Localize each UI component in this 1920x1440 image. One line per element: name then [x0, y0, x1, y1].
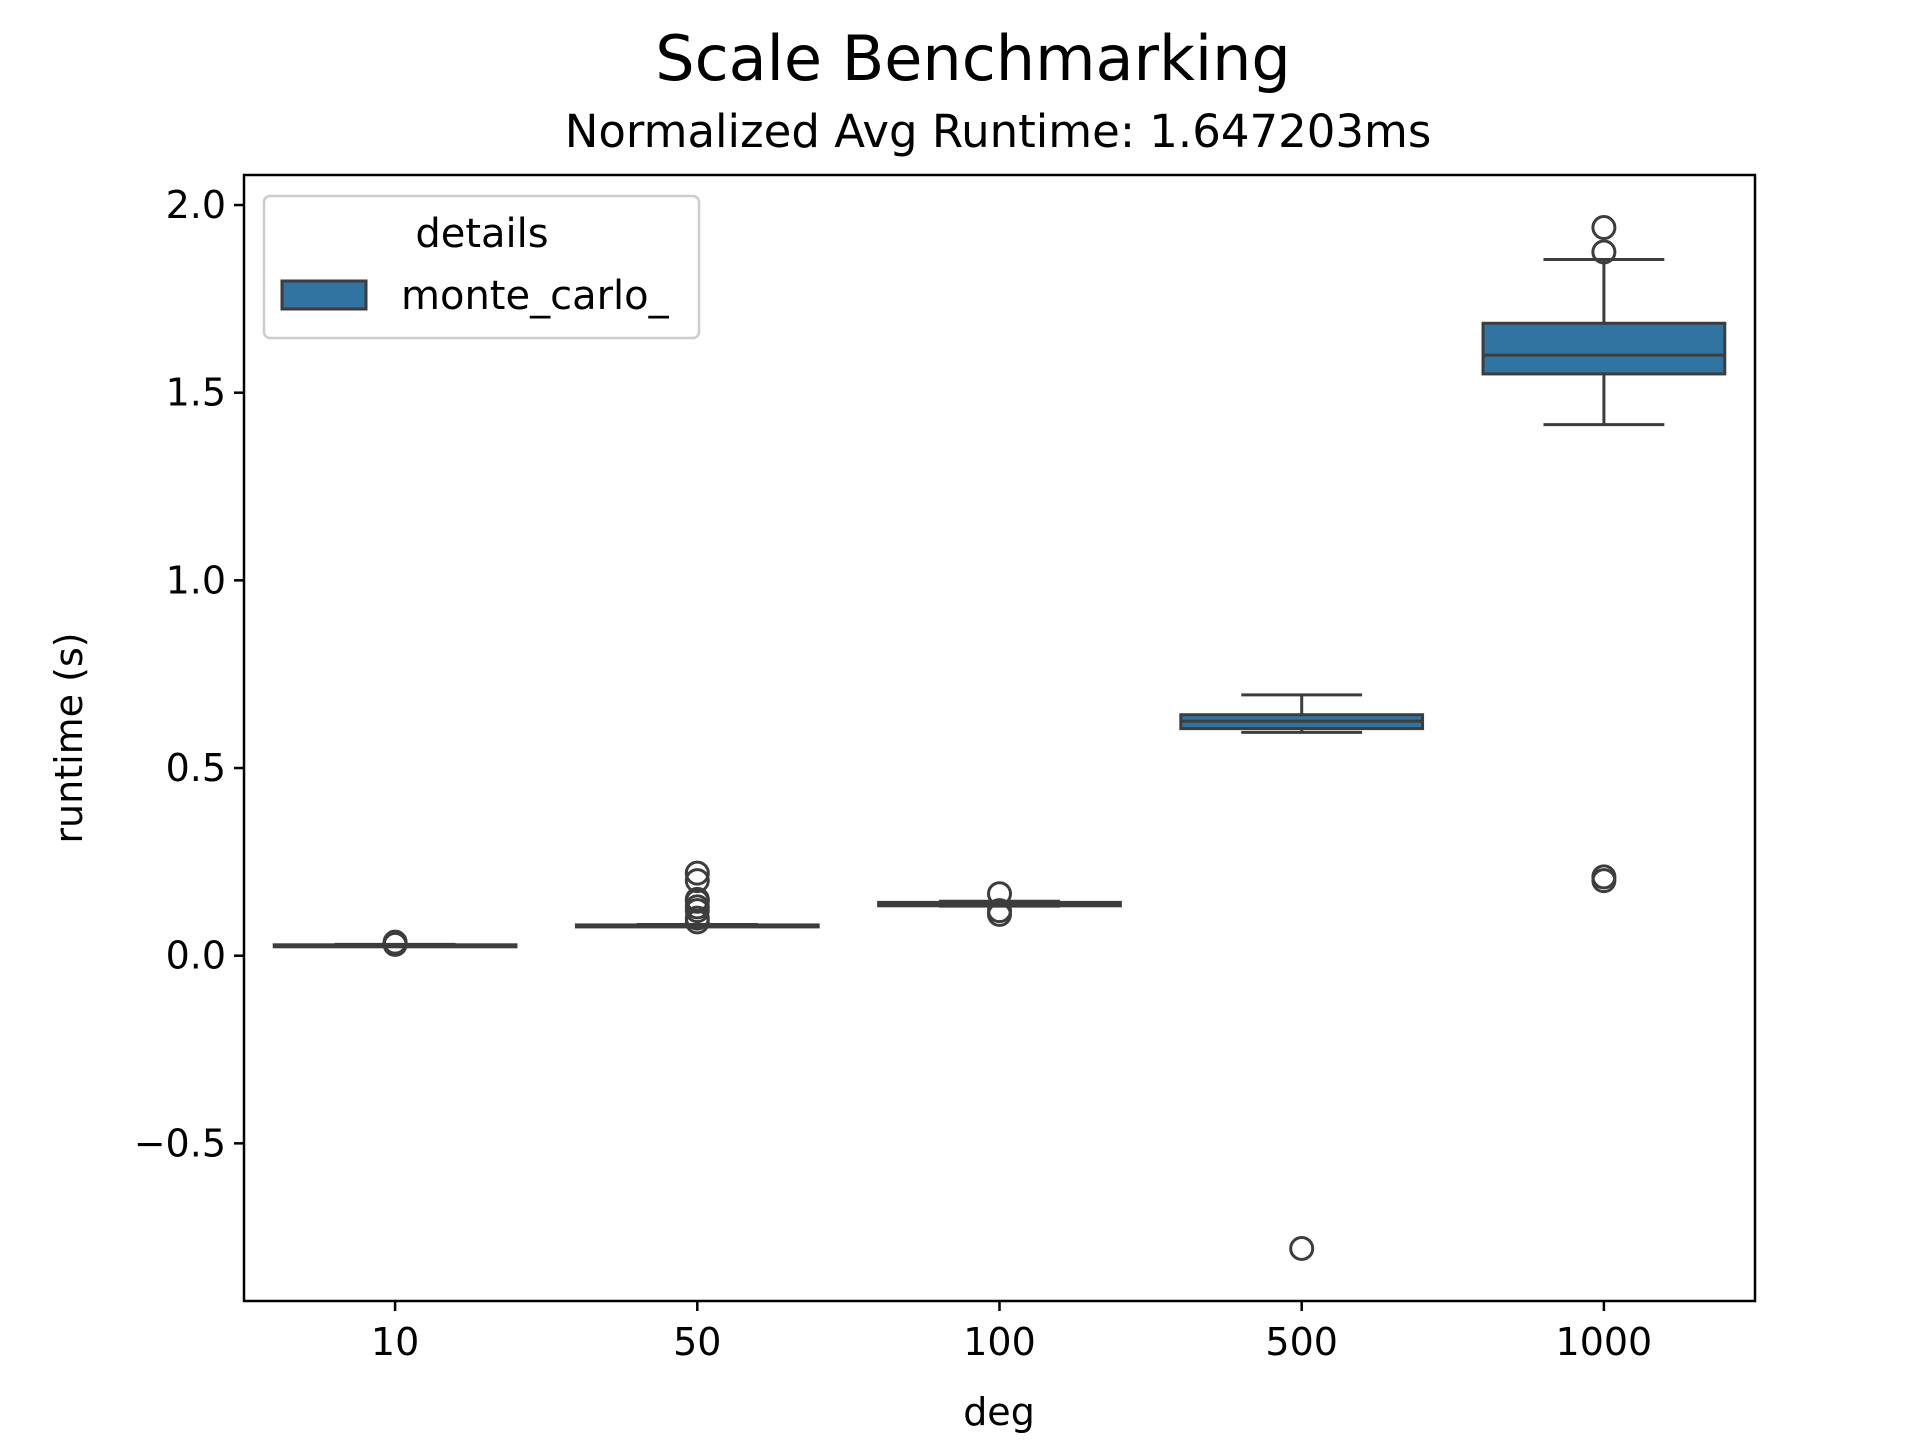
outlier-point — [684, 905, 710, 931]
box-1000 — [1481, 215, 1727, 894]
x-axis-label: deg — [963, 1390, 1035, 1434]
legend-swatch-monte-carlo — [280, 279, 368, 311]
box-100 — [877, 881, 1122, 927]
outlier-point — [684, 886, 710, 912]
y-tick-label: 2.0 — [166, 183, 226, 227]
y-tick-label: 0.5 — [166, 746, 226, 790]
legend-title: details — [415, 211, 548, 257]
y-axis: −0.5 0.0 0.5 1.0 1.5 2.0 — [134, 183, 244, 1165]
box-500 — [1179, 693, 1425, 1261]
legend-frame — [262, 194, 701, 340]
plot-area — [272, 215, 1727, 1261]
outlier-point — [382, 929, 408, 955]
box-50 — [574, 860, 820, 935]
outlier-point — [684, 860, 710, 886]
legend-entry-monte-carlo: monte_carlo_ — [401, 273, 670, 319]
legend: details monte_carlo_ — [262, 194, 701, 340]
x-tick-label: 10 — [371, 1320, 419, 1364]
box-10 — [272, 929, 518, 957]
y-axis-label: runtime (s) — [47, 632, 91, 843]
outlier-point — [1591, 239, 1617, 265]
outlier-point — [1591, 215, 1617, 241]
plot-frame — [242, 173, 1757, 1303]
x-tick-label: 1000 — [1556, 1320, 1653, 1364]
y-tick-label: 1.5 — [166, 371, 226, 415]
x-tick-label: 100 — [963, 1320, 1036, 1364]
x-axis: 10 50 100 500 1000 — [371, 1301, 1652, 1364]
outlier-point — [987, 898, 1012, 924]
outlier-point — [1591, 864, 1617, 890]
chart-title: Scale Benchmarking — [655, 22, 1291, 95]
y-tick-label: −0.5 — [134, 1121, 226, 1165]
box-iqr — [1481, 321, 1727, 376]
chart-subtitle: Normalized Avg Runtime: 1.647203ms — [565, 105, 1432, 158]
y-tick-label: 1.0 — [166, 558, 226, 602]
y-tick-label: 0.0 — [166, 934, 226, 978]
x-tick-label: 50 — [673, 1320, 721, 1364]
x-tick-label: 500 — [1265, 1320, 1338, 1364]
outlier-point — [987, 881, 1012, 907]
outlier-point — [1289, 1235, 1315, 1261]
outlier-point — [684, 868, 710, 894]
